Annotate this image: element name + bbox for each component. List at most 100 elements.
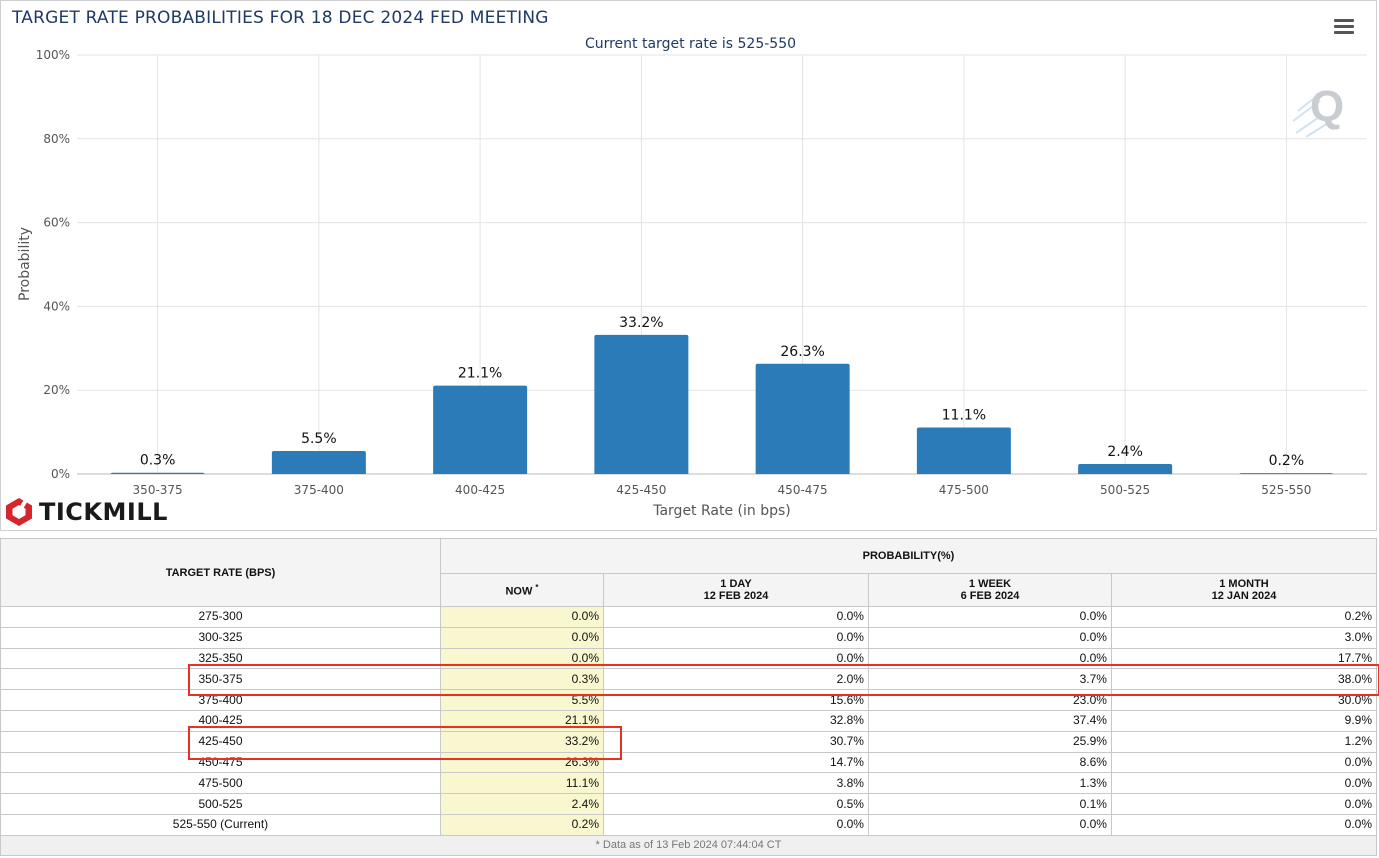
now-cell: 0.2%: [440, 813, 604, 836]
bar-400-425: [433, 385, 528, 474]
one-month-cell: 0.0%: [1110, 772, 1378, 795]
data-label: 0.2%: [1269, 453, 1305, 469]
table-row: 350-375 0.3% 2.0% 3.7% 38.0%: [0, 668, 1378, 691]
probability-header: PROBABILITY(%): [440, 538, 1377, 574]
rate-cell: 300-325: [0, 626, 441, 649]
y-axis-title: Probability: [17, 227, 33, 301]
data-label: 0.3%: [140, 453, 176, 469]
bar-375-400: [271, 450, 366, 474]
data-label: 33.2%: [619, 315, 663, 331]
table-row: 375-400 5.5% 15.6% 23.0% 30.0%: [0, 689, 1378, 711]
rate-cell: 425-450: [0, 730, 441, 753]
one-day-cell: 3.8%: [603, 772, 869, 795]
y-tick-label: 100%: [36, 48, 70, 62]
x-tick-label: 350-375: [133, 483, 183, 497]
one-month-cell: 3.0%: [1110, 626, 1378, 649]
x-tick-label: 425-450: [616, 483, 666, 497]
x-tick-label: 400-425: [455, 483, 505, 497]
table-row: 300-325 0.0% 0.0% 0.0% 3.0%: [0, 626, 1378, 649]
one-day-cell: 0.5%: [603, 793, 869, 815]
one-month-cell: 0.0%: [1110, 793, 1378, 815]
y-tick-label: 0%: [51, 467, 70, 481]
table-row: 425-450 33.2% 30.7% 25.9% 1.2%: [0, 730, 1378, 753]
x-tick-label: 375-400: [294, 483, 344, 497]
one-week-header: 1 WEEK 6 FEB 2024: [867, 573, 1112, 607]
y-tick-label: 20%: [43, 383, 70, 397]
one-month-cell: 17.7%: [1110, 647, 1378, 670]
quickstrike-watermark-icon: Q: [1292, 82, 1344, 138]
table-row: 500-525 2.4% 0.5% 0.1% 0.0%: [0, 793, 1378, 815]
table-row: 275-300 0.0% 0.0% 0.0% 0.2%: [0, 606, 1378, 628]
one-month-cell: 9.9%: [1110, 709, 1378, 732]
bar-525-550: [1239, 473, 1334, 476]
rate-cell: 400-425: [0, 709, 441, 732]
target-rate-header: TARGET RATE (BPS): [0, 538, 441, 607]
table-row: 475-500 11.1% 3.8% 1.3% 0.0%: [0, 772, 1378, 795]
one-week-cell: 8.6%: [867, 751, 1112, 774]
one-week-cell: 23.0%: [867, 689, 1112, 711]
one-day-cell: 30.7%: [603, 730, 869, 753]
x-tick-label: 500-525: [1100, 483, 1150, 497]
one-week-cell: 0.0%: [867, 813, 1112, 836]
one-day-cell: 15.6%: [603, 689, 869, 711]
bar-450-475: [755, 363, 850, 474]
one-month-cell: 30.0%: [1110, 689, 1378, 711]
table-row: 400-425 21.1% 32.8% 37.4% 9.9%: [0, 709, 1378, 732]
y-tick-label: 40%: [43, 299, 70, 313]
one-week-cell: 3.7%: [867, 668, 1112, 691]
bar-425-450: [594, 334, 689, 474]
one-month-header: 1 MONTH 12 JAN 2024: [1110, 573, 1378, 607]
one-month-cell: 38.0%: [1110, 668, 1378, 691]
one-week-cell: 0.0%: [867, 606, 1112, 628]
data-label: 26.3%: [780, 344, 824, 360]
watermark-letter: Q: [1310, 82, 1344, 131]
x-axis-title: Target Rate (in bps): [652, 503, 791, 519]
rate-cell: 275-300: [0, 606, 441, 628]
x-tick-label: 475-500: [939, 483, 989, 497]
table-row: 525-550 (Current) 0.2% 0.0% 0.0% 0.0%: [0, 813, 1378, 836]
x-tick-label: 525-550: [1261, 483, 1311, 497]
one-day-cell: 2.0%: [603, 668, 869, 691]
bar-350-375: [110, 472, 205, 475]
chart-panel: 0% 20% 40% 60% 80% 100% 0.3% 350-375 5.5% 375-400…: [0, 0, 1377, 531]
one-day-header: 1 DAY 12 FEB 2024: [603, 573, 869, 607]
now-cell: 26.3%: [440, 751, 604, 774]
one-day-cell: 32.8%: [603, 709, 869, 732]
now-cell: 21.1%: [440, 709, 604, 732]
x-tick-label: 450-475: [778, 483, 828, 497]
now-cell: 2.4%: [440, 793, 604, 815]
now-header: NOW *: [440, 573, 604, 607]
table-footnote: * Data as of 13 Feb 2024 07:44:04 CT: [0, 834, 1377, 856]
y-tick-label: 80%: [43, 132, 70, 146]
now-cell: 5.5%: [440, 689, 604, 711]
now-cell: 0.0%: [440, 606, 604, 628]
one-week-cell: 0.1%: [867, 793, 1112, 815]
bar-475-500: [916, 427, 1011, 474]
bar-500-525: [1078, 463, 1173, 474]
one-week-cell: 0.0%: [867, 647, 1112, 670]
data-label: 11.1%: [942, 407, 986, 423]
brand-logo: TICKMILL: [5, 497, 168, 527]
bar-chart: 0% 20% 40% 60% 80% 100% 0.3% 350-375 5.5% 375-400…: [17, 48, 1367, 519]
one-day-cell: 0.0%: [603, 813, 869, 836]
table-row: 450-475 26.3% 14.7% 8.6% 0.0%: [0, 751, 1378, 774]
one-month-cell: 0.0%: [1110, 751, 1378, 774]
rate-cell: 375-400: [0, 689, 441, 711]
one-day-cell: 14.7%: [603, 751, 869, 774]
probability-table: TARGET RATE (BPS) PROBABILITY(%) NOW * 1…: [0, 538, 1378, 856]
data-label: 2.4%: [1107, 444, 1143, 460]
rate-cell: 475-500: [0, 772, 441, 795]
one-week-cell: 37.4%: [867, 709, 1112, 732]
now-cell: 33.2%: [440, 730, 604, 753]
now-cell: 0.0%: [440, 647, 604, 670]
hamburger-menu-icon[interactable]: [1334, 19, 1354, 35]
table-row: 325-350 0.0% 0.0% 0.0% 17.7%: [0, 647, 1378, 670]
one-week-cell: 0.0%: [867, 626, 1112, 649]
one-month-cell: 1.2%: [1110, 730, 1378, 753]
now-cell: 0.3%: [440, 668, 604, 691]
one-week-cell: 25.9%: [867, 730, 1112, 753]
data-label: 21.1%: [458, 366, 502, 382]
rate-cell: 450-475: [0, 751, 441, 774]
rate-cell: 325-350: [0, 647, 441, 670]
now-cell: 0.0%: [440, 626, 604, 649]
